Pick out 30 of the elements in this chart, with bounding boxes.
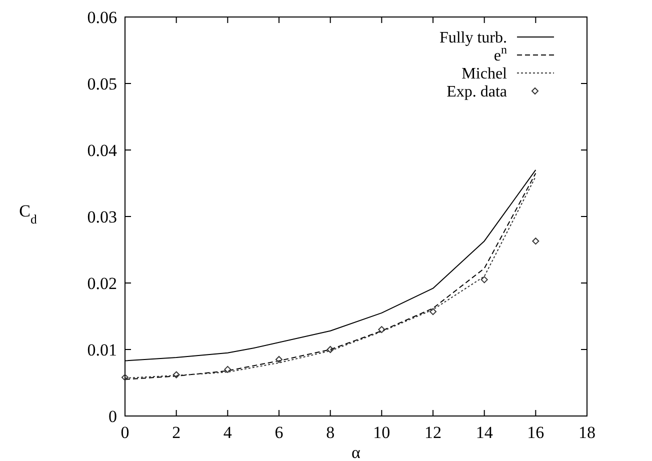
y-tick-label: 0	[108, 406, 117, 426]
x-tick-label: 6	[274, 423, 284, 442]
x-tick-label: 16	[527, 423, 544, 442]
point	[532, 238, 540, 245]
x-tick-label: 8	[326, 423, 335, 442]
point	[326, 346, 334, 353]
legend-label: Michel	[462, 66, 508, 83]
y-tick-label: 0.03	[87, 207, 117, 226]
x-tick-label: 12	[424, 423, 442, 442]
y-tick-label: 0.01	[87, 340, 117, 360]
y-tick-label: 0.05	[87, 74, 117, 94]
point	[224, 366, 232, 373]
point	[122, 374, 128, 381]
x-tick-label: 0	[120, 423, 130, 442]
x-axis-title: α	[352, 443, 361, 461]
x-tick-label: 2	[172, 423, 181, 442]
x-tick-label: 14	[476, 423, 494, 442]
y-axis-title: C$_{d}$	[19, 202, 38, 226]
y-tick-label: 0.04	[87, 140, 118, 160]
x-tick-label: 4	[223, 423, 232, 442]
x-tick-label: 10	[373, 423, 390, 442]
legend-label: Exp. data	[446, 84, 507, 101]
point	[172, 371, 180, 378]
point	[276, 356, 282, 363]
y-tick-label: 0.06	[87, 8, 117, 27]
x-tick-label: 18	[578, 423, 596, 442]
point	[480, 276, 488, 284]
y-tick-label: 0.02	[87, 274, 117, 293]
point	[430, 308, 436, 316]
point	[378, 326, 386, 334]
